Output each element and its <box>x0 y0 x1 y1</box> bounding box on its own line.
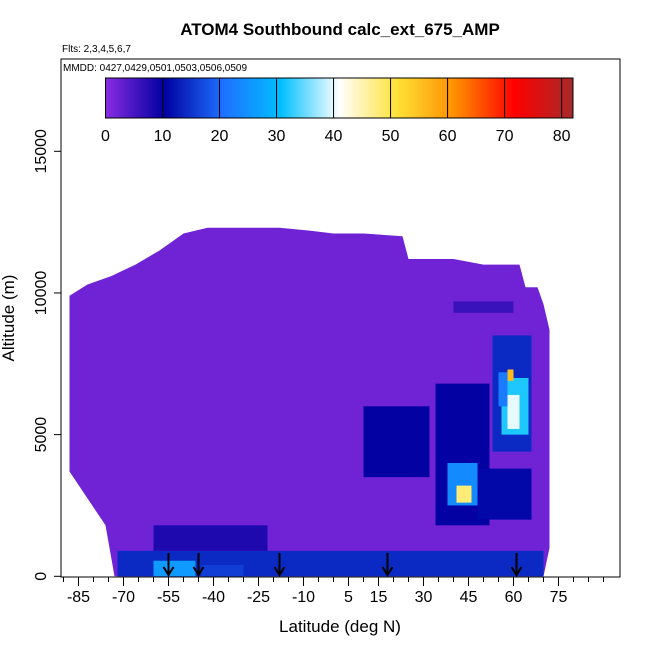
colorbar-tick-label: 80 <box>553 128 571 145</box>
profile-arrow <box>273 553 286 577</box>
dates-note: MMDD: 0427,0429,0501,0503,0506,0509 <box>63 63 247 74</box>
colorbar-tick-label: 50 <box>382 128 400 145</box>
enhanced-region <box>363 406 430 478</box>
y-axis: 0 5000 10000 15000 <box>33 129 61 581</box>
x-tick-label: 5 <box>344 589 353 606</box>
enhanced-region <box>477 468 532 520</box>
x-tick-label: -25 <box>247 589 270 606</box>
data-layer <box>69 227 550 577</box>
enhanced-region <box>507 369 514 381</box>
colorbar-tick-labels: 0 10 20 30 40 50 60 70 80 <box>101 128 571 145</box>
flights-note: Flts: 2,3,4,5,6,7 <box>62 44 131 55</box>
enhanced-region <box>201 564 244 577</box>
plot-frame <box>60 58 621 578</box>
colorbar-tick-label: 60 <box>439 128 457 145</box>
colorbar-tick-label: 70 <box>496 128 514 145</box>
x-tick-label: 75 <box>550 589 568 606</box>
x-tick-label: -55 <box>157 589 180 606</box>
x-tick-label: 30 <box>415 589 433 606</box>
colorbar-tick-label: 10 <box>154 128 172 145</box>
enhanced-region <box>507 394 520 429</box>
chart-title: ATOM4 Southbound calc_ext_675_AMP <box>180 20 500 39</box>
enhanced-region <box>498 372 508 407</box>
profile-arrow <box>381 553 394 577</box>
colorbar-gradient <box>105 78 573 118</box>
colorbar-frame <box>105 77 574 119</box>
colorbar: 0 10 20 30 40 50 60 70 80 <box>101 77 574 145</box>
profile-arrow <box>510 553 523 577</box>
y-tick-label: 10000 <box>33 271 50 316</box>
x-axis: -85 -70 -55 -40 -25 -10 5 15 30 45 60 75 <box>63 577 604 606</box>
enhanced-region <box>153 560 196 577</box>
colorbar-tick-label: 40 <box>325 128 343 145</box>
y-tick-label: 5000 <box>33 417 50 453</box>
enhanced-region <box>453 301 514 313</box>
x-tick-label: -40 <box>202 589 225 606</box>
enhanced-region <box>153 525 268 551</box>
x-tick-label: -85 <box>67 589 90 606</box>
x-tick-label: -10 <box>292 589 315 606</box>
x-tick-label: 60 <box>505 589 523 606</box>
enhanced-region <box>456 485 472 503</box>
colorbar-tick-label: 0 <box>101 128 110 145</box>
x-tick-label: 15 <box>370 589 388 606</box>
y-tick-label: 15000 <box>33 129 50 174</box>
x-axis-label: Latitude (deg N) <box>279 617 401 636</box>
y-axis-label: Altitude (m) <box>0 275 18 362</box>
profile-arrows <box>162 553 523 577</box>
colorbar-tick-label: 20 <box>211 128 229 145</box>
profile-arrow <box>162 553 175 577</box>
colorbar-tick-label: 30 <box>268 128 286 145</box>
y-tick-label: 0 <box>33 572 50 581</box>
x-tick-label: -70 <box>112 589 135 606</box>
profile-arrow <box>192 553 205 577</box>
x-tick-label: 45 <box>460 589 478 606</box>
coverage-area <box>69 227 550 577</box>
